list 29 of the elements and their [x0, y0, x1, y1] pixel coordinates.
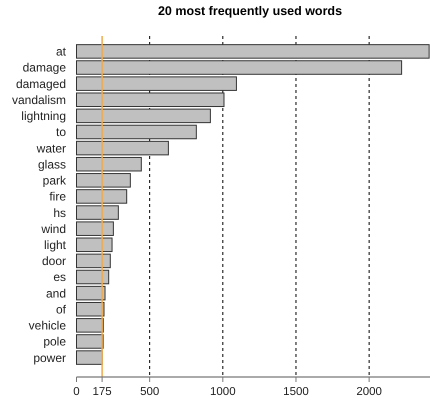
x-tick-label: 500: [140, 386, 160, 398]
x-tick-label: 1500: [283, 386, 309, 398]
y-tick-label: door: [42, 254, 66, 268]
y-tick-label: park: [42, 174, 67, 188]
y-tick-label: es: [53, 270, 66, 284]
bar: [76, 44, 430, 59]
y-tick-label: and: [46, 286, 66, 300]
y-tick-label: vehicle: [28, 318, 66, 333]
y-tick-label: to: [56, 125, 66, 140]
y-tick-label: hs: [53, 206, 66, 220]
y-tick-label: fire: [49, 190, 66, 204]
y-tick-label: of: [56, 302, 67, 316]
y-tick-label: damaged: [16, 76, 66, 91]
bar: [76, 350, 103, 365]
x-tick-label: 1000: [210, 386, 236, 398]
y-tick-label: at: [56, 44, 67, 59]
y-tick-label: water: [36, 141, 66, 156]
x-tick-label: 175: [92, 386, 112, 398]
y-tick-label: pole: [43, 334, 66, 349]
x-tick-label: 2000: [356, 386, 382, 398]
x-tick-label: 0: [73, 386, 80, 398]
y-tick-label: power: [33, 350, 66, 365]
y-tick-label: vandalism: [12, 92, 66, 107]
y-tick-label: damage: [22, 60, 66, 75]
y-tick-label: wind: [40, 222, 66, 236]
y-tick-label: glass: [38, 157, 66, 172]
y-tick-label: light: [44, 238, 67, 252]
y-tick-label: lightning: [21, 109, 66, 124]
chart-title: 20 most frequently used words: [158, 4, 342, 18]
